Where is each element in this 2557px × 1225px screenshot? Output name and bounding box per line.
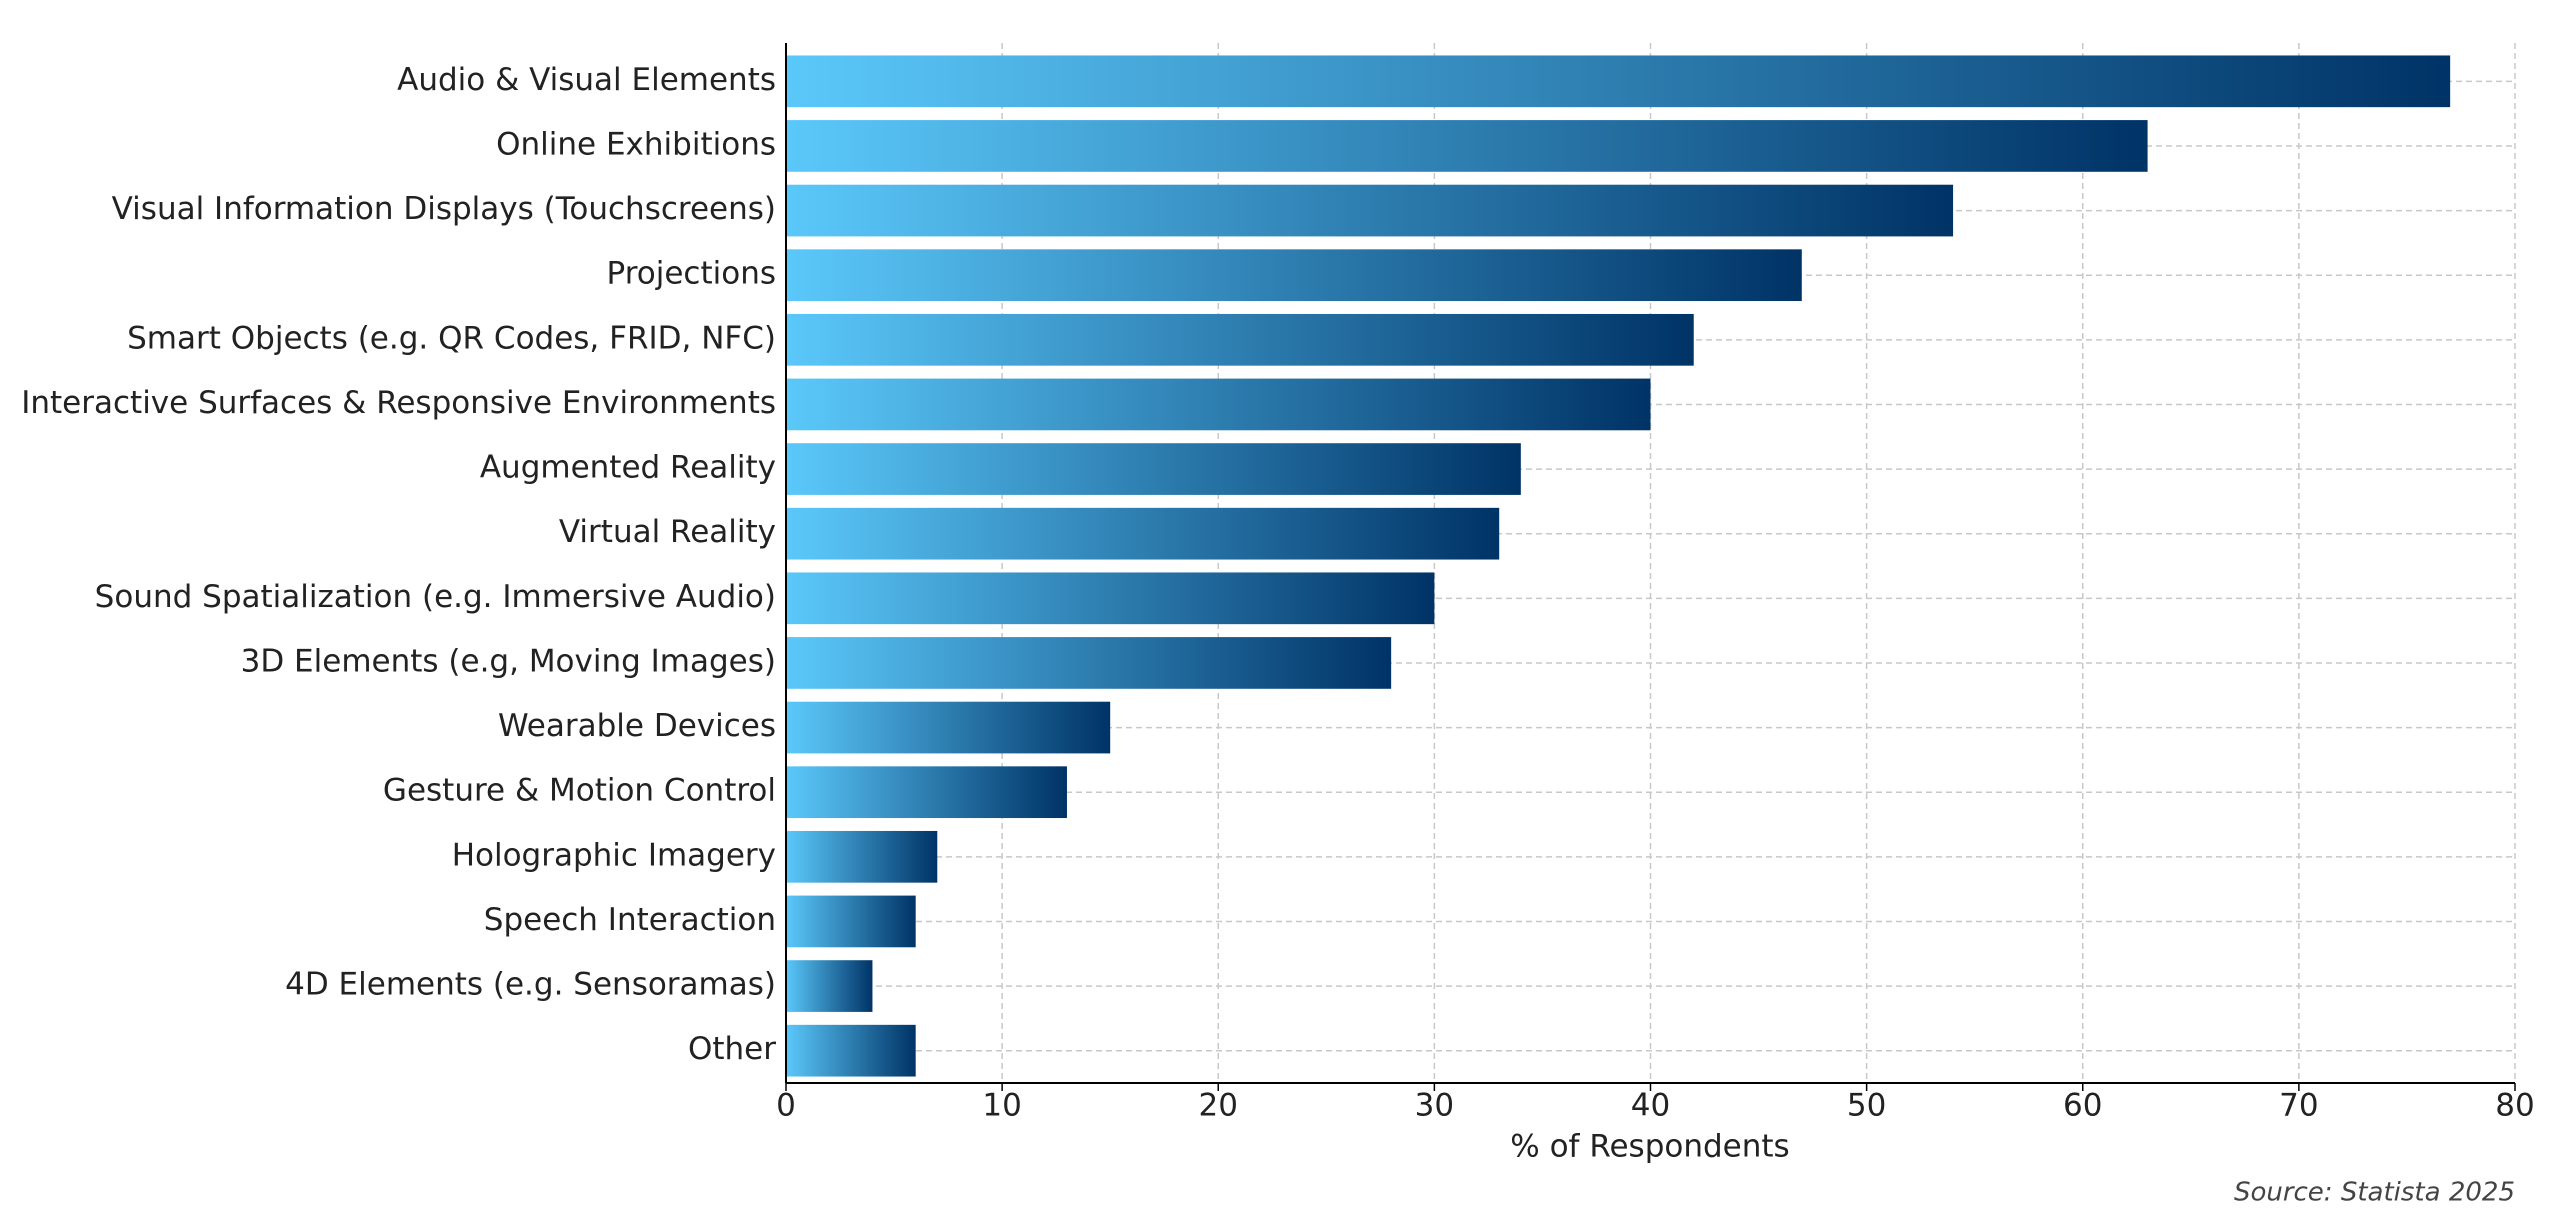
y-tick-label: 3D Elements (e.g, Moving Images) — [241, 643, 776, 679]
bar — [786, 572, 1435, 625]
x-tick-label: 50 — [1847, 1088, 1886, 1124]
bar — [786, 830, 938, 883]
x-tick-label: 80 — [2495, 1088, 2534, 1124]
source: Source: Statista 2025 — [2234, 1178, 2515, 1208]
y-tick-label: Visual Information Displays (Touchscreen… — [112, 191, 776, 227]
y-tick-label: Smart Objects (e.g. QR Codes, FRID, NFC) — [127, 320, 776, 356]
x-tick-label: 30 — [1415, 1088, 1454, 1124]
bar — [786, 637, 1392, 689]
y-tick-label: Interactive Surfaces & Responsive Enviro… — [21, 385, 776, 421]
y-tick-label: Sound Spatialization (e.g. Immersive Aud… — [95, 579, 776, 615]
y-tick-label: 4D Elements (e.g. Sensoramas) — [285, 967, 776, 1003]
bar — [786, 701, 1111, 754]
y-tick-label: Holographic Imagery — [452, 837, 776, 873]
x-tick-label: 20 — [1199, 1088, 1238, 1124]
x-tick-label: 70 — [2279, 1088, 2318, 1124]
y-tick-label: Wearable Devices — [498, 708, 776, 744]
bar — [786, 120, 2148, 172]
bar — [786, 1024, 916, 1077]
y-tick-label: Speech Interaction — [484, 902, 776, 938]
x-tick-label: 60 — [2063, 1088, 2102, 1124]
y-tick-label: Augmented Reality — [480, 450, 776, 486]
y-tick-label: Gesture & Motion Control — [383, 773, 776, 809]
bar — [786, 960, 873, 1012]
bar — [786, 184, 1954, 237]
y-tick-label: Virtual Reality — [559, 514, 776, 550]
x-tick-label: 0 — [776, 1088, 796, 1124]
bar — [786, 55, 2451, 108]
y-tick-label: Audio & Visual Elements — [397, 62, 776, 98]
bar — [786, 378, 1651, 431]
x-tick-label: 40 — [1631, 1088, 1670, 1124]
bar — [786, 443, 1521, 495]
y-tick-label: Projections — [607, 256, 776, 292]
bar — [786, 895, 916, 948]
x-tick-label: 10 — [982, 1088, 1021, 1124]
bar — [786, 507, 1500, 560]
x-axis-label: % of Respondents — [1510, 1129, 1789, 1165]
bar — [786, 249, 1802, 302]
y-tick-label: Other — [688, 1031, 776, 1067]
bar — [786, 313, 1694, 366]
bar — [786, 766, 1067, 819]
y-tick-label: Online Exhibitions — [496, 126, 776, 162]
